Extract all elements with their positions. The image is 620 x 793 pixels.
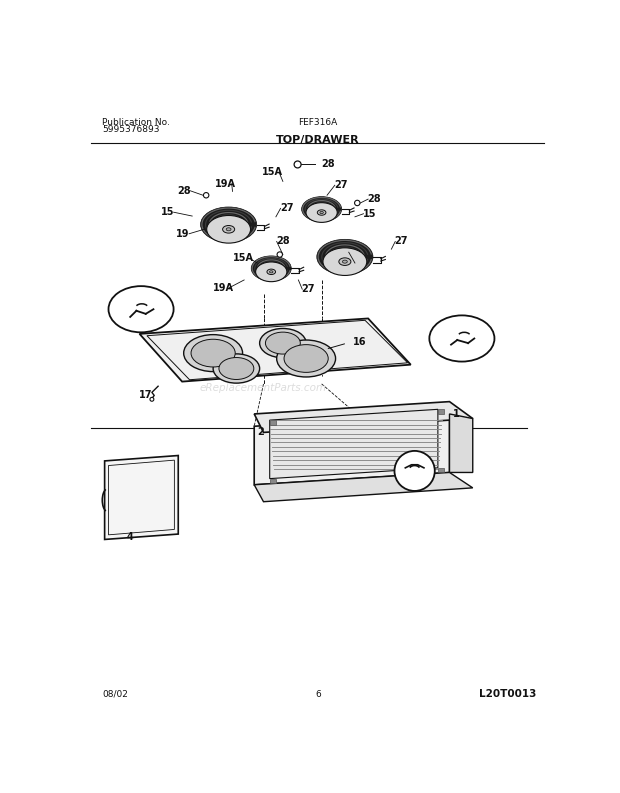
Ellipse shape (255, 262, 287, 282)
Polygon shape (140, 319, 410, 381)
Ellipse shape (320, 212, 324, 213)
Ellipse shape (342, 260, 347, 263)
Text: 28: 28 (177, 186, 190, 196)
Text: 19: 19 (348, 247, 361, 257)
Ellipse shape (284, 345, 328, 373)
Text: 18A: 18A (124, 318, 146, 328)
Text: Publication No.: Publication No. (102, 118, 170, 127)
Ellipse shape (184, 335, 242, 372)
Text: 27: 27 (334, 180, 348, 190)
Text: 1: 1 (453, 409, 459, 419)
Text: 15: 15 (161, 207, 174, 217)
Ellipse shape (323, 248, 367, 275)
Ellipse shape (317, 239, 373, 274)
Polygon shape (438, 468, 444, 473)
Text: 27: 27 (280, 203, 293, 213)
Ellipse shape (251, 256, 291, 281)
Text: 7: 7 (411, 475, 418, 485)
Circle shape (355, 201, 360, 205)
Text: 18: 18 (451, 347, 464, 358)
Ellipse shape (108, 286, 174, 332)
Text: 2: 2 (257, 427, 264, 437)
Ellipse shape (429, 316, 495, 362)
Polygon shape (254, 414, 450, 485)
Polygon shape (254, 401, 472, 432)
Text: 08/02: 08/02 (102, 690, 128, 699)
Text: TOP/DRAWER: TOP/DRAWER (276, 135, 360, 145)
Polygon shape (450, 414, 472, 473)
Ellipse shape (317, 210, 326, 215)
Text: 27: 27 (395, 236, 408, 247)
Text: L20T0013: L20T0013 (479, 689, 536, 699)
Circle shape (294, 161, 301, 168)
Ellipse shape (219, 358, 254, 380)
Text: 15: 15 (363, 209, 376, 219)
Ellipse shape (301, 197, 342, 221)
Ellipse shape (191, 339, 235, 367)
Polygon shape (254, 473, 472, 502)
Text: 6: 6 (315, 690, 321, 699)
Ellipse shape (267, 269, 275, 274)
Ellipse shape (306, 203, 337, 222)
Text: 19A: 19A (213, 282, 234, 293)
Polygon shape (438, 409, 444, 414)
Circle shape (277, 252, 283, 257)
Circle shape (394, 451, 435, 491)
Text: 5995376893: 5995376893 (102, 125, 160, 134)
Text: 16: 16 (353, 336, 367, 347)
Polygon shape (105, 455, 179, 539)
Polygon shape (270, 409, 438, 479)
Ellipse shape (339, 258, 351, 266)
Ellipse shape (260, 328, 306, 358)
Circle shape (150, 397, 154, 401)
Text: 19: 19 (176, 228, 190, 239)
Ellipse shape (277, 340, 335, 377)
Text: 15A: 15A (233, 254, 254, 263)
Ellipse shape (270, 270, 273, 273)
Ellipse shape (223, 225, 234, 233)
Ellipse shape (265, 332, 300, 354)
Circle shape (203, 193, 209, 198)
Text: 4: 4 (127, 532, 133, 542)
Text: 28: 28 (321, 159, 334, 170)
Text: 27: 27 (302, 284, 315, 294)
Polygon shape (270, 479, 276, 483)
Text: 28: 28 (368, 194, 381, 204)
Ellipse shape (200, 207, 257, 242)
Text: 17: 17 (139, 390, 153, 400)
Ellipse shape (213, 354, 260, 383)
Ellipse shape (206, 216, 250, 243)
Polygon shape (270, 420, 276, 425)
Text: eReplacementParts.com: eReplacementParts.com (200, 383, 327, 393)
Text: 28: 28 (276, 236, 290, 247)
Ellipse shape (226, 228, 231, 231)
Text: FEF316A: FEF316A (298, 118, 337, 127)
Text: 15A: 15A (262, 167, 283, 177)
Text: 19A: 19A (215, 178, 236, 189)
